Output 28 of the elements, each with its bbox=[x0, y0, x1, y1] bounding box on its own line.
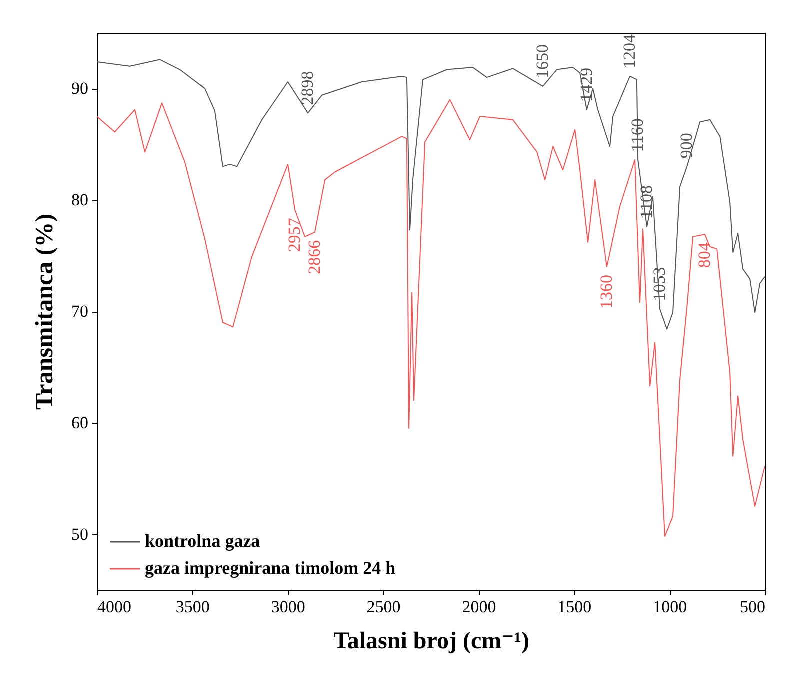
annotation: 2866 bbox=[304, 240, 324, 274]
x-axis-title: Talasni broj (cm⁻¹) bbox=[334, 628, 530, 654]
annotation: 804 bbox=[695, 242, 714, 268]
x-tick-label: 2500 bbox=[366, 598, 401, 616]
annotation: 1360 bbox=[596, 274, 616, 309]
annotation: 2957 bbox=[285, 218, 304, 252]
y-tick-label: 70 bbox=[72, 302, 88, 321]
annotation: 1429 bbox=[576, 68, 596, 102]
x-tick-label: 500 bbox=[740, 598, 766, 616]
annotation: 1160 bbox=[628, 118, 648, 152]
x-tick-label: 4000 bbox=[98, 598, 132, 616]
y-axis-title: Transmitanca (%) bbox=[32, 214, 58, 410]
annotation: 1650 bbox=[533, 44, 552, 78]
x-tick-label: 3000 bbox=[271, 598, 306, 616]
legend-label: kontrolna gaza bbox=[145, 531, 260, 551]
x-tick-label: 1500 bbox=[558, 598, 592, 616]
annotation: 2898 bbox=[298, 71, 318, 106]
x-tick-label: 3500 bbox=[176, 598, 210, 616]
y-tick-label: 90 bbox=[72, 79, 88, 98]
x-tick-label: 1000 bbox=[653, 598, 688, 616]
y-tick-label: 50 bbox=[72, 524, 88, 544]
annotation: 1053 bbox=[650, 267, 670, 302]
legend-label: gaza impregnirana timolom 24 h bbox=[145, 558, 396, 578]
y-tick-label: 80 bbox=[72, 190, 88, 210]
annotation: 1204 bbox=[620, 34, 640, 68]
y-tick-label: 60 bbox=[72, 413, 88, 432]
annotation: 900 bbox=[677, 133, 696, 159]
x-tick-label: 2000 bbox=[462, 598, 496, 616]
